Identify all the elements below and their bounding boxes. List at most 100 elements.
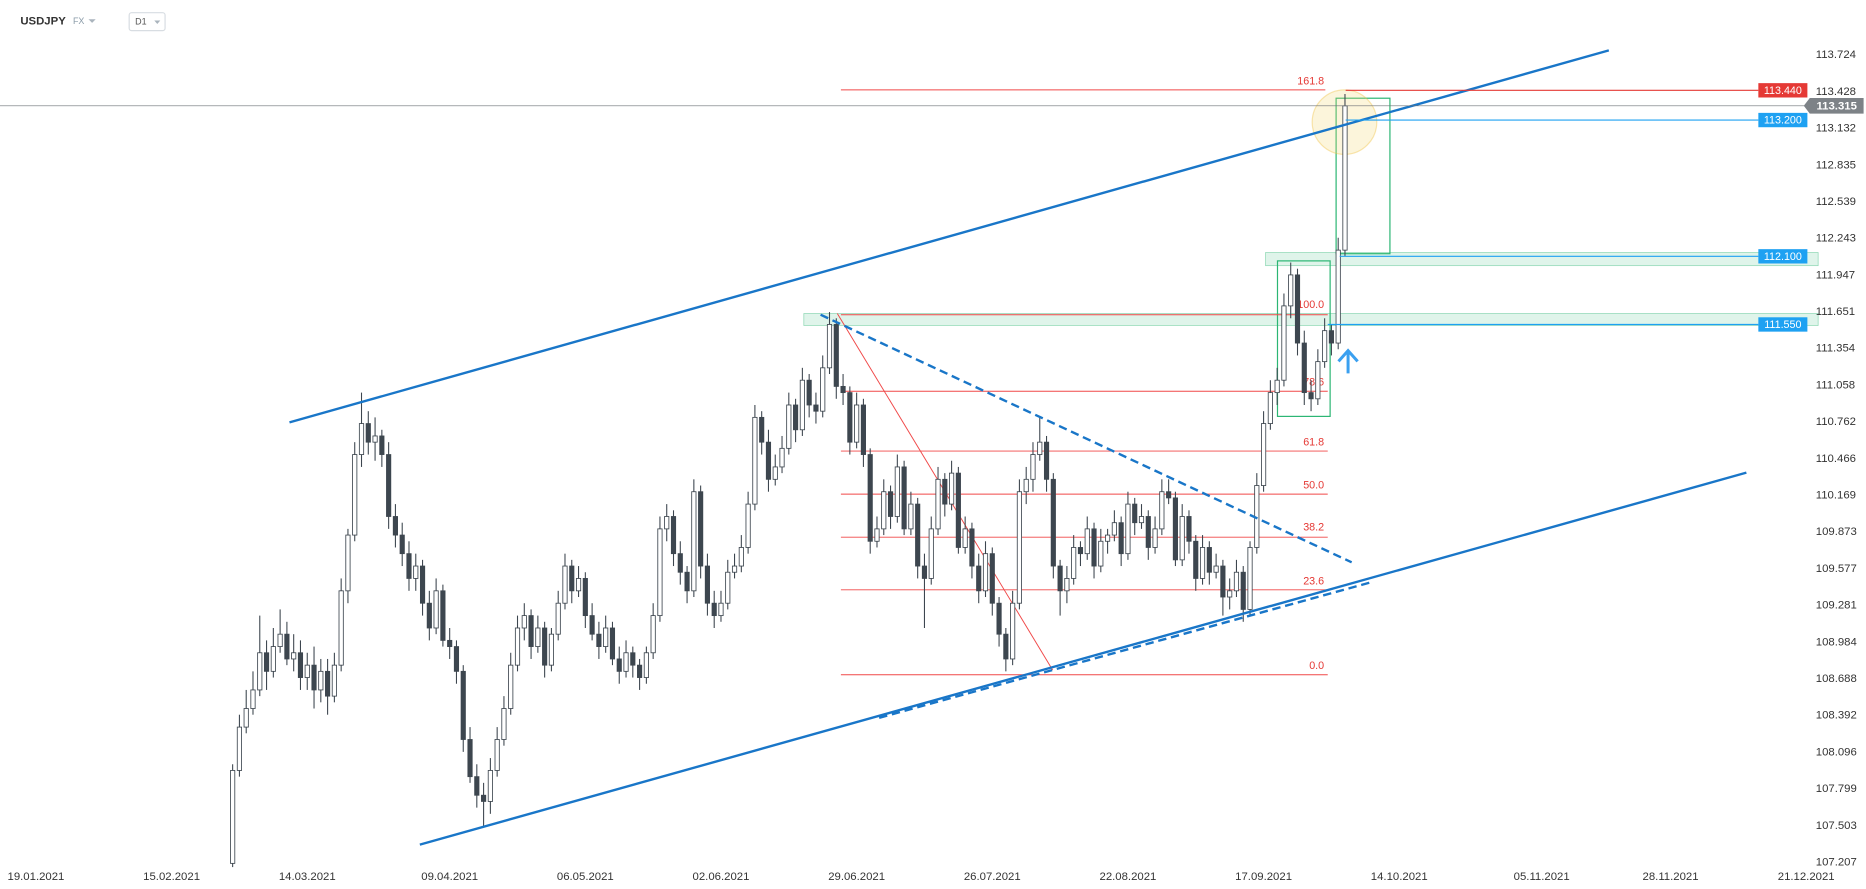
candle-body (752, 416, 758, 505)
candle-body (1261, 423, 1267, 486)
candle-body (460, 670, 466, 740)
candle-body (745, 503, 751, 548)
candle-body (1342, 105, 1348, 251)
candle-body (976, 565, 982, 592)
candle-body (935, 478, 941, 530)
x-tick-label: 19.01.2021 (8, 871, 65, 883)
candle-body (759, 416, 765, 443)
candle-body (304, 664, 310, 678)
support-zone (1265, 252, 1819, 267)
y-tick-label: 111.354 (1816, 343, 1855, 355)
y-tick-label: 113.132 (1816, 122, 1856, 134)
candle-body (901, 466, 907, 530)
candle-body (250, 689, 256, 709)
candle-body (528, 615, 534, 647)
candle-body (1294, 274, 1301, 344)
fibonacci: 161.8 100.0 78.6 61.8 50.0 38.2 23.6 0.0 (836, 75, 1328, 676)
candle-body (413, 565, 419, 579)
candle-body (433, 590, 439, 629)
fib-label: 61.8 (1303, 437, 1324, 449)
candle-body (257, 652, 263, 691)
zones (803, 89, 1819, 417)
candle-body (677, 553, 683, 573)
dashed-trendline (878, 581, 1370, 719)
candle-body (955, 472, 961, 548)
candle-body (772, 466, 778, 480)
candle-body (949, 472, 955, 505)
fib-label: 38.2 (1303, 521, 1324, 533)
candle-body (230, 770, 236, 864)
candle-body (731, 565, 738, 573)
candle-body (1274, 379, 1280, 394)
candle-body (487, 770, 493, 802)
candle-body (1138, 516, 1145, 524)
candle-body (1030, 454, 1036, 480)
candle-body (521, 615, 527, 629)
candle-body (569, 565, 575, 592)
candle-body (236, 726, 242, 771)
candle-body (1084, 528, 1090, 555)
interval-button[interactable] (128, 12, 166, 32)
trendlines (289, 49, 1747, 846)
channel-bottom (419, 471, 1747, 846)
candle-body (1057, 565, 1063, 592)
candle-body (1077, 547, 1084, 555)
candle-body (718, 602, 724, 617)
candle-body (1335, 249, 1341, 344)
candle-body (887, 491, 894, 517)
candle-body (1315, 361, 1321, 400)
candle-body (535, 627, 541, 647)
candle-body (1206, 547, 1212, 573)
candle-body (297, 652, 304, 678)
price-tag (1758, 317, 1808, 332)
candle-body (1233, 571, 1240, 592)
candle-body (1288, 274, 1294, 307)
x-tick-label: 05.11.2021 (1514, 871, 1570, 883)
y-tick-label: 110.169 (1816, 490, 1856, 502)
candle-body (562, 565, 568, 604)
symbol[interactable]: USDJPY (20, 16, 66, 28)
interval[interactable]: D1 (135, 17, 146, 27)
candle-body (352, 454, 358, 536)
dashed-trendline (820, 313, 1353, 564)
candle-body (596, 633, 602, 647)
candle-body (799, 379, 805, 431)
fib-label: 161.8 (1297, 75, 1324, 87)
candle-body (813, 404, 819, 412)
candle-body (1186, 516, 1192, 542)
candle-body (793, 404, 799, 431)
candle-body (1179, 516, 1185, 561)
y-tick-label: 109.873 (1816, 526, 1857, 538)
candle-body (318, 670, 324, 691)
candle-body (501, 708, 507, 740)
current-price-label: 113.315 (1816, 100, 1856, 112)
candle-body (860, 404, 866, 455)
candle-body (630, 652, 636, 666)
candle-body (365, 423, 371, 443)
candle-body (684, 571, 690, 592)
candle-body (277, 633, 283, 647)
candle-body (786, 404, 792, 449)
candle-body (996, 602, 1002, 635)
candle-body (447, 639, 453, 647)
interval-dropdown (154, 20, 161, 25)
candle-body (609, 627, 616, 660)
candle-body (698, 491, 704, 567)
candle-body (847, 392, 853, 443)
candle-body (426, 602, 432, 629)
candle-body (1050, 478, 1056, 567)
candle-body (1064, 578, 1070, 592)
market-dropdown[interactable] (88, 19, 96, 23)
candle-body (962, 528, 968, 548)
fib-label: 100.0 (1297, 299, 1324, 311)
candle-body (311, 664, 317, 691)
candle-body (1118, 522, 1124, 555)
overlay: 113.440 113.200 112.100 111.550 113.315 (0, 83, 1864, 332)
candle-body (1152, 528, 1158, 548)
candle-body (1240, 571, 1246, 610)
y-tick-label: 110.466 (1816, 453, 1856, 465)
candles (230, 94, 1348, 868)
candle-body (331, 664, 337, 697)
y-tick-label: 112.835 (1816, 159, 1856, 171)
